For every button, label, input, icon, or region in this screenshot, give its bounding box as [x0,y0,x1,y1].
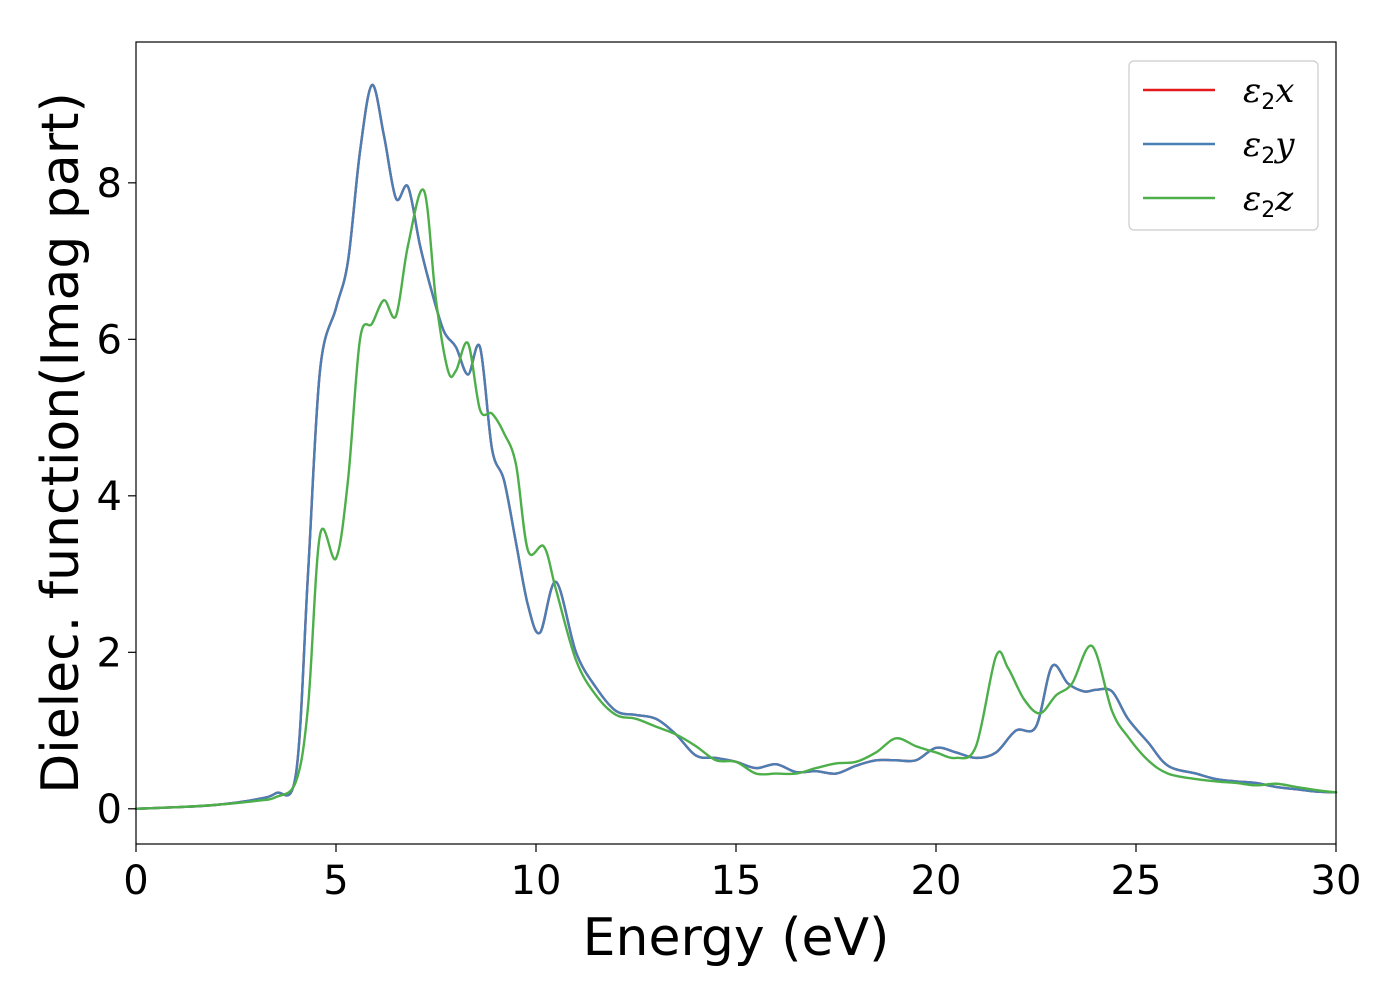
y-axis: 0 2 4 6 8 [97,161,136,833]
y-tick-label: 8 [97,161,122,207]
x-axis: 0 5 10 15 20 25 30 [123,844,1361,904]
x-tick-label: 0 [123,858,148,904]
legend-frame [1128,60,1319,231]
y-tick-label: 4 [97,474,122,520]
legend-label-z: ε2z [1243,179,1294,223]
series-layer [134,83,1338,810]
x-tick-label: 5 [323,858,348,904]
legend-label-x: ε2x [1243,71,1294,115]
x-tick-label: 25 [1111,858,1162,904]
x-tick-label: 20 [911,858,962,904]
x-tick-label: 10 [511,858,562,904]
y-tick-label: 6 [97,317,122,363]
legend: ε2x ε2y ε2z [1128,60,1319,231]
x-tick-label: 30 [1311,858,1362,904]
x-axis-title: Energy (eV) [583,908,890,968]
y-axis-title: Dielec. function(Imag part) [31,92,91,794]
series-line-z [134,188,1338,810]
x-tick-label: 15 [711,858,762,904]
legend-label-y: ε2y [1243,125,1295,169]
y-tick-label: 0 [97,787,122,833]
legend-entries: ε2x ε2y ε2z [1143,71,1295,223]
y-tick-label: 2 [97,630,122,676]
